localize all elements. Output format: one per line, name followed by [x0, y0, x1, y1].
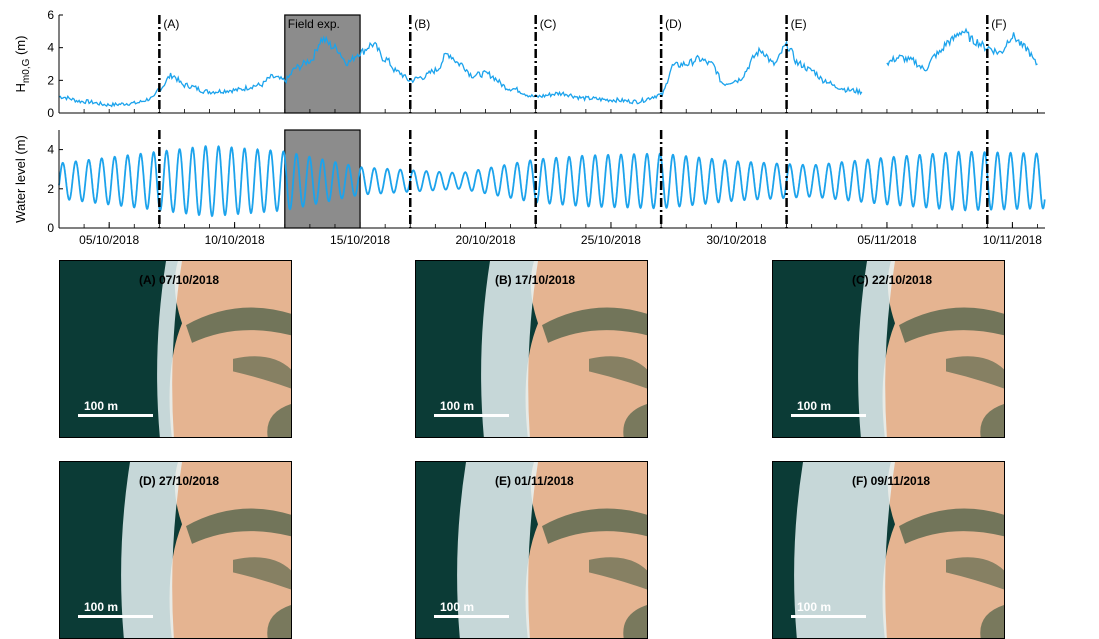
- photo-label: (F) 09/11/2018: [852, 474, 931, 488]
- beach-sand: [169, 261, 291, 437]
- xtick-label: 20/10/2018: [455, 233, 515, 247]
- xtick-label: 10/10/2018: [205, 233, 265, 247]
- field-exp-region-bottom: [284, 129, 361, 229]
- beach-sand: [525, 462, 647, 638]
- field-exp-label: Field exp.: [288, 17, 340, 31]
- satellite-photo-5: (F) 09/11/2018 100 m: [772, 461, 1005, 639]
- tidal-channel: [899, 307, 1004, 343]
- beach-sand: [525, 261, 647, 437]
- tidal-channel-2: [233, 356, 291, 389]
- ylabel-bottom: Water level (m): [13, 135, 28, 223]
- tidal-channel: [542, 508, 647, 544]
- tidal-channel-2: [233, 557, 291, 590]
- xtick-label: 30/10/2018: [706, 233, 766, 247]
- event-label-3: (D): [665, 17, 682, 31]
- scale-bar-label: 100 m: [84, 399, 119, 413]
- scale-bar-label: 100 m: [797, 399, 832, 413]
- satellite-photo-2: (C) 22/10/2018 100 m: [772, 260, 1005, 438]
- satellite-photo-3: (D) 27/10/2018 100 m: [59, 461, 292, 639]
- scale-bar: [78, 615, 153, 618]
- tidal-channel-3: [267, 404, 291, 437]
- satellite-image: [416, 462, 647, 638]
- tidal-channel: [899, 508, 1004, 544]
- scale-bar-label: 100 m: [84, 600, 119, 614]
- time-series-charts: Field exp. (A) (B) (C) (D) (E) (F) 0 2 4 6 0 2 4 05/10…: [13, 8, 1046, 247]
- scale-bar: [791, 414, 866, 417]
- photo-label: (D) 27/10/2018: [139, 474, 220, 488]
- satellite-photo-4: (E) 01/11/2018 100 m: [415, 461, 648, 639]
- surf-foam: [858, 261, 895, 437]
- ytick-label-bottom: 0: [47, 221, 54, 235]
- scale-bar-label: 100 m: [440, 600, 475, 614]
- satellite-image: [773, 462, 1004, 638]
- satellite-image: [416, 261, 647, 437]
- photo-label: (E) 01/11/2018: [495, 474, 574, 488]
- tidal-channel-2: [946, 356, 1004, 389]
- xtick-label: 05/11/2018: [857, 233, 916, 247]
- surf-foam: [457, 462, 538, 638]
- scale-bar: [791, 615, 866, 618]
- surf-foam: [794, 462, 895, 638]
- surf-foam: [481, 261, 538, 437]
- photo-label: (A) 07/10/2018: [139, 273, 220, 287]
- tidal-channel-3: [623, 404, 647, 437]
- satellite-photo-0: (A) 07/10/2018 100 m: [59, 260, 292, 438]
- beach-sand: [169, 462, 291, 638]
- beach-sand: [882, 261, 1004, 437]
- tidal-channel-2: [589, 356, 647, 389]
- ytick-label-top: 2: [47, 73, 54, 87]
- ylabel-top: Hm0,G (m): [13, 36, 32, 93]
- tidal-channel: [186, 307, 291, 343]
- event-label-0: (A): [163, 17, 179, 31]
- tidal-channel-3: [980, 605, 1004, 638]
- ytick-label-bottom: 4: [47, 143, 54, 157]
- water-level-line: [58, 145, 1046, 218]
- scale-bar: [78, 414, 153, 417]
- scale-bar: [434, 414, 509, 417]
- satellite-photo-1: (B) 17/10/2018 100 m: [415, 260, 648, 438]
- event-label-5: (F): [991, 17, 1006, 31]
- hm0-series-line-2: [886, 27, 1038, 72]
- xtick-label: 25/10/2018: [581, 233, 641, 247]
- surf-foam: [157, 261, 182, 437]
- surf-foam: [121, 462, 182, 638]
- tidal-channel-2: [946, 557, 1004, 590]
- photo-label: (C) 22/10/2018: [852, 273, 933, 287]
- ytick-label-top: 4: [47, 41, 54, 55]
- tidal-channel-3: [980, 404, 1004, 437]
- scale-bar: [434, 615, 509, 618]
- event-label-1: (B): [414, 17, 430, 31]
- scale-bar-label: 100 m: [440, 399, 475, 413]
- hm0-series-line: [58, 35, 863, 108]
- satellite-image: [773, 261, 1004, 437]
- tidal-channel: [186, 508, 291, 544]
- ytick-label-top: 6: [47, 8, 54, 22]
- beach-sand: [882, 462, 1004, 638]
- satellite-image: [60, 462, 291, 638]
- photo-label: (B) 17/10/2018: [495, 273, 576, 287]
- xtick-label: 05/10/2018: [79, 233, 139, 247]
- satellite-image: [60, 261, 291, 437]
- xtick-label: 10/11/2018: [983, 233, 1042, 247]
- ytick-label-top: 0: [47, 106, 54, 120]
- xtick-label: 15/10/2018: [330, 233, 390, 247]
- tidal-channel: [542, 307, 647, 343]
- event-label-2: (C): [540, 17, 557, 31]
- scale-bar-label: 100 m: [797, 600, 832, 614]
- tidal-channel-3: [267, 605, 291, 638]
- tidal-channel-3: [623, 605, 647, 638]
- event-label-4: (E): [791, 17, 807, 31]
- ytick-label-bottom: 2: [47, 182, 54, 196]
- tidal-channel-2: [589, 557, 647, 590]
